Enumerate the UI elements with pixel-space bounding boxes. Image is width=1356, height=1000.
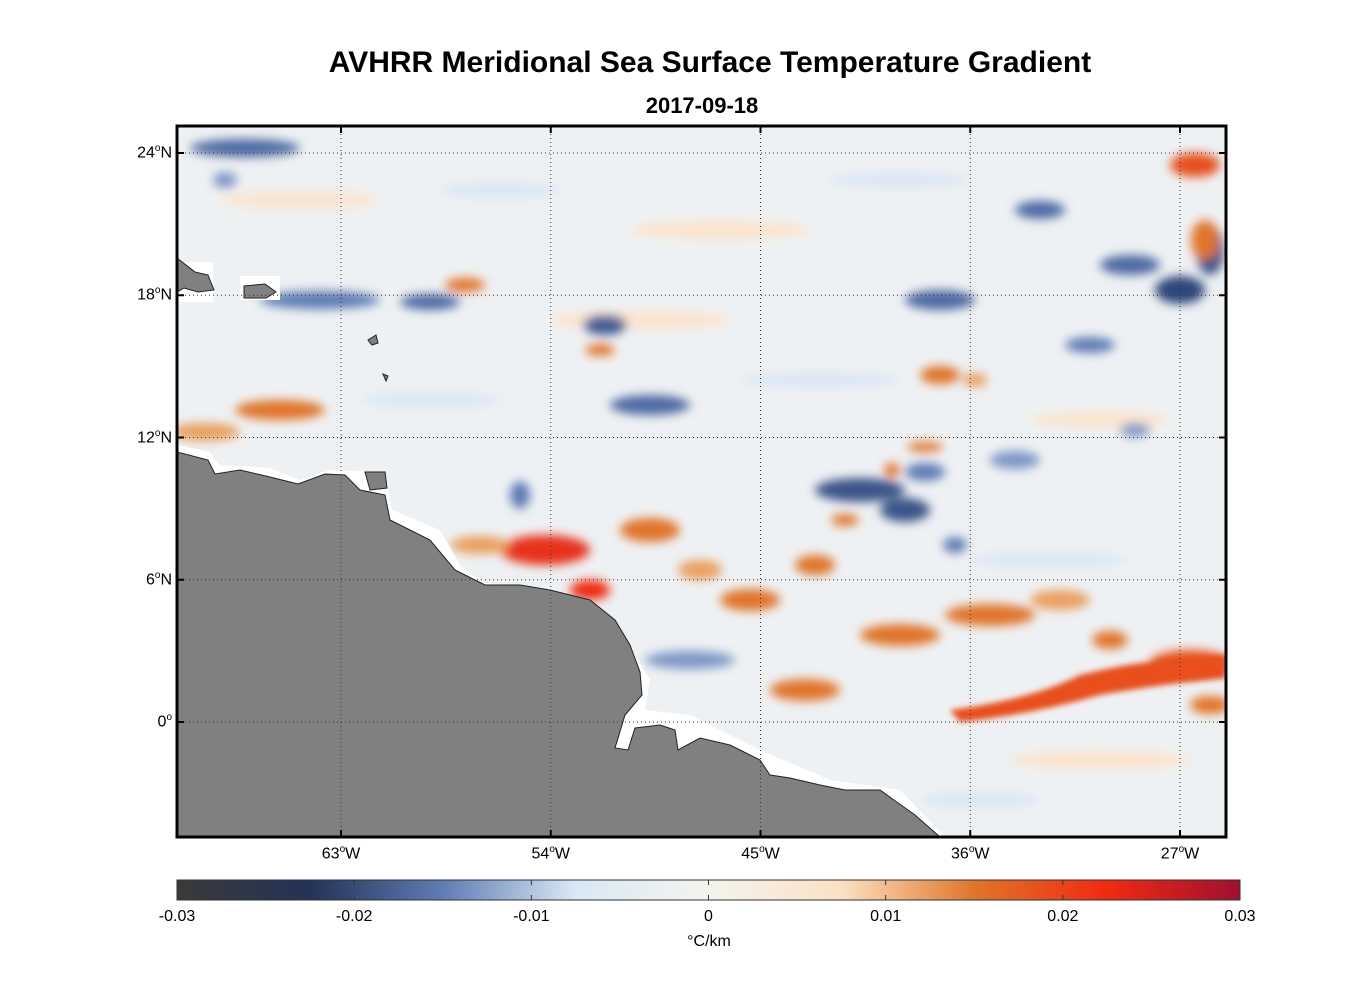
map-title: AVHRR Meridional Sea Surface Temperature… [328, 46, 1092, 79]
colorbar-tick-label: 0 [704, 908, 713, 925]
map-subtitle: 2017-09-18 [645, 93, 759, 118]
lat-tick-label: 12oN [137, 427, 172, 446]
colorbar-tick-label: 0.01 [870, 908, 902, 925]
colorbar-tick-label: 0.03 [1224, 908, 1256, 925]
lat-tick-label: 18oN [137, 285, 172, 304]
lat-tick-label: 24oN [137, 143, 172, 162]
lon-tick-label: 36oW [951, 844, 990, 863]
lat-tick-label: 0o [157, 712, 172, 731]
map-frame [175, 124, 1228, 839]
colorbar-tick-label: -0.02 [335, 908, 373, 925]
island [367, 334, 379, 346]
equatorial-front [950, 655, 1226, 722]
lon-tick-label: 54oW [531, 844, 570, 863]
lon-tick-label: 63oW [321, 844, 361, 863]
land-mass [177, 451, 941, 837]
colorbar-ticks [176, 880, 1241, 900]
gradient-field [177, 139, 1226, 808]
gridlines [177, 126, 1226, 837]
colorbar-tick-label: 0.02 [1047, 908, 1079, 925]
lon-tick-label: 27oW [1160, 844, 1200, 863]
lat-tick-label: 6oN [145, 569, 172, 589]
lon-tick-label: 45oW [741, 844, 780, 863]
colorbar-tick-label: -0.01 [513, 908, 550, 925]
colorbar-tick-label: -0.03 [158, 908, 196, 925]
tick-marks [177, 126, 1226, 837]
island [364, 471, 388, 491]
colorbar-units: °C/km [687, 933, 731, 950]
island [243, 283, 277, 299]
island [382, 373, 389, 383]
